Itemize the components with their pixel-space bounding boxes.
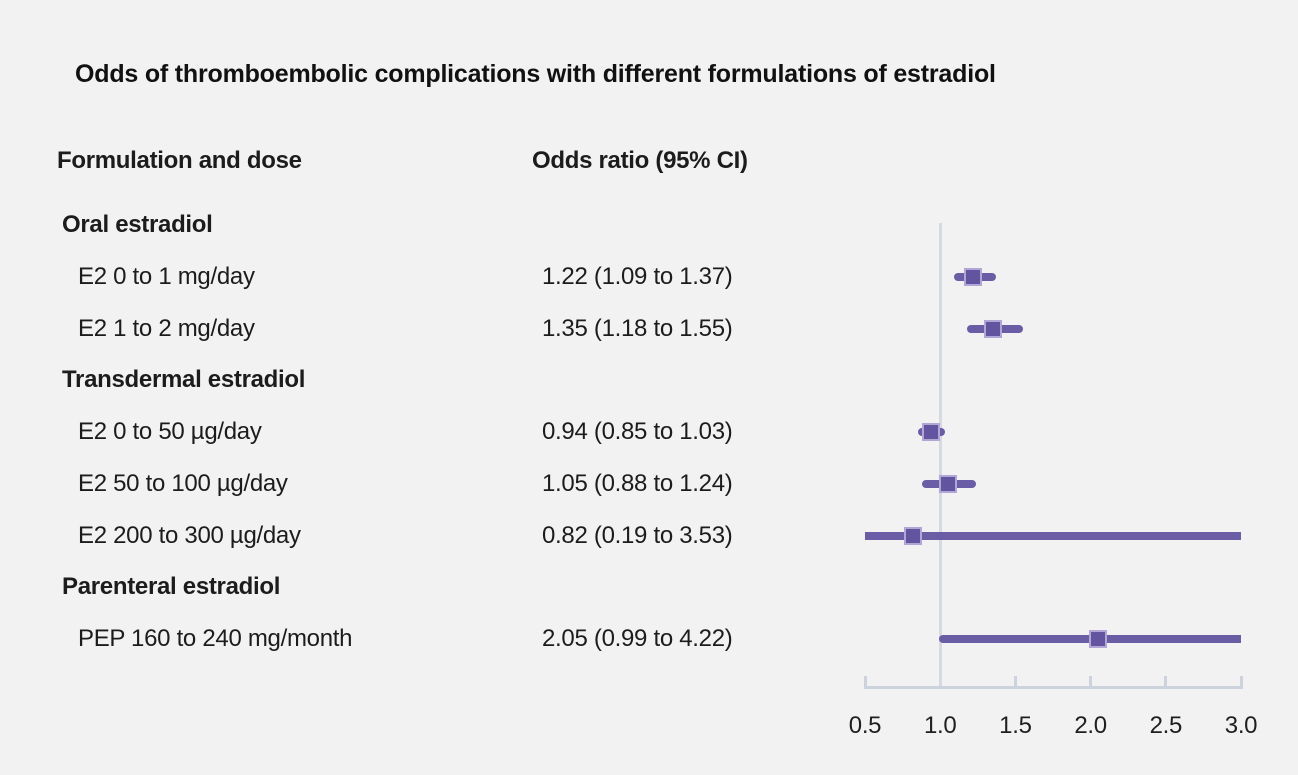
ci-line [865,531,1241,540]
axis-tick-label: 2.0 [1074,712,1107,739]
row-label: E2 0 to 50 µg/day [78,418,262,445]
row-label: E2 0 to 1 mg/day [78,262,255,290]
row-value: 2.05 (0.99 to 4.22) [542,625,733,652]
axis-tick-label: 0.5 [848,712,882,739]
row-value: 1.05 (0.88 to 1.24) [542,469,733,497]
group-header: Parenteral estradiol [62,573,281,601]
axis-tick-label: 2.5 [1149,712,1183,739]
row-value: 0.82 (0.19 to 3.53) [542,521,733,549]
forest-marker [983,319,1002,338]
reference-line [938,223,942,687]
axis-tick [1013,676,1017,686]
axis-tick-label: 1.0 [923,712,957,739]
axis-tick-label: 3.0 [1224,712,1258,739]
column-header-odds-ratio: Odds ratio (95% CI) [532,147,748,174]
forest-marker [922,423,941,441]
forest-marker [1089,630,1108,648]
axis-tick-label: 1.5 [999,712,1032,739]
axis-tick [1089,676,1093,686]
axis-tick [1239,676,1243,686]
row-label: PEP 160 to 240 mg/month [78,625,353,652]
row-label: E2 1 to 2 mg/day [78,314,255,342]
forest-marker [938,474,957,493]
row-label: E2 200 to 300 µg/day [78,521,301,549]
axis-tick [863,676,867,686]
forest-marker [964,267,983,286]
group-header: Oral estradiol [62,211,213,238]
row-value: 1.22 (1.09 to 1.37) [542,262,733,290]
axis-tick [1164,676,1168,686]
group-header: Transdermal estradiol [62,366,306,394]
row-value: 0.94 (0.85 to 1.03) [542,418,733,445]
forest-marker [904,526,923,545]
x-axis-line [863,686,1243,689]
row-label: E2 50 to 100 µg/day [78,469,288,497]
chart-title: Odds of thromboembolic complications wit… [75,60,996,88]
column-header-formulation: Formulation and dose [57,147,302,174]
row-value: 1.35 (1.18 to 1.55) [542,314,733,342]
